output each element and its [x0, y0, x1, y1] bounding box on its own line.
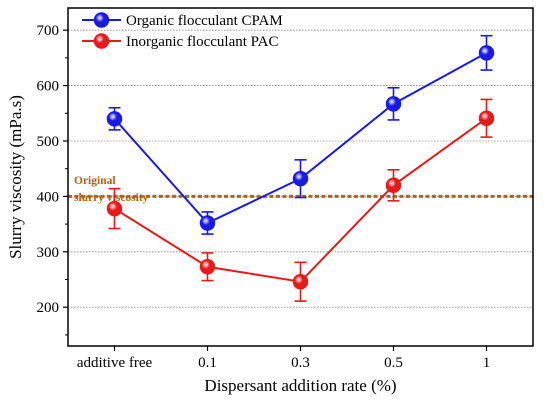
data-point	[478, 110, 495, 127]
reference-line-group: Original slurry viscosity	[68, 175, 533, 204]
reference-label-line2: slurry viscosity	[74, 192, 149, 204]
legend-label: Inorganic flocculant PAC	[126, 34, 278, 50]
data-point	[385, 177, 402, 194]
x-tick-label: 0.3	[291, 355, 310, 371]
y-tick-label: 400	[37, 189, 60, 205]
series-line	[113, 117, 488, 283]
series-1	[106, 34, 495, 235]
x-tick-label: 0.5	[384, 355, 403, 371]
reference-label-line1: Original	[74, 175, 116, 187]
data-point	[292, 273, 309, 290]
series-2	[106, 98, 495, 302]
data-point	[385, 96, 402, 112]
data-point	[106, 111, 123, 127]
x-tick-label: additive free	[77, 355, 153, 371]
y-tick-label: 200	[37, 300, 60, 316]
data-point	[292, 170, 309, 187]
series-group	[106, 34, 495, 302]
axes: 200 300 400 500 600 700 additive free 0.1 0.3 0.5…	[37, 23, 491, 371]
x-tick-label: 1	[483, 355, 491, 371]
y-axis-label: Slurry viscosity (mPa.s)	[6, 95, 25, 259]
x-axis-label: Dispersant addition rate (%)	[204, 376, 396, 395]
y-tick-label: 600	[37, 79, 60, 95]
data-point	[478, 45, 495, 61]
data-point	[199, 259, 216, 275]
legend: Organic flocculant CPAM Inorganic floccul…	[82, 12, 283, 50]
legend-marker	[93, 12, 110, 28]
legend-label: Organic flocculant CPAM	[126, 13, 283, 29]
legend-marker	[93, 33, 110, 49]
x-tick-label: 0.1	[198, 355, 217, 371]
data-point	[199, 215, 216, 231]
y-tick-label: 700	[37, 23, 60, 39]
data-point	[106, 200, 123, 217]
y-tick-label: 300	[37, 245, 60, 261]
y-tick-label: 500	[37, 134, 60, 150]
